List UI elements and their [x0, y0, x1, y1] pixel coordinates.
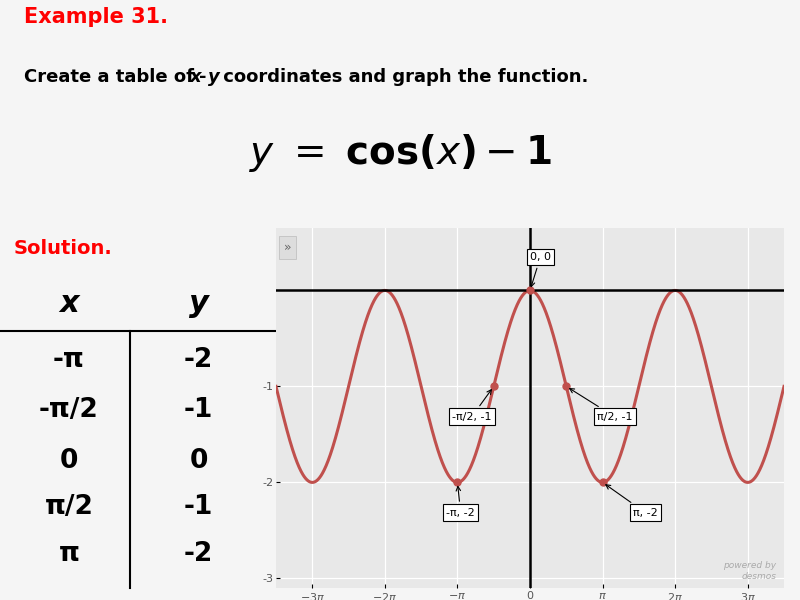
Text: π/2: π/2: [45, 494, 94, 520]
Text: -π/2, -1: -π/2, -1: [452, 389, 491, 422]
Text: Create a table of: Create a table of: [24, 68, 200, 86]
Text: 0: 0: [60, 448, 78, 473]
Text: coordinates and graph the function.: coordinates and graph the function.: [218, 68, 589, 86]
Text: 0, 0: 0, 0: [530, 252, 551, 287]
Text: -π, -2: -π, -2: [446, 487, 475, 518]
Text: -2: -2: [184, 541, 214, 567]
Text: π, -2: π, -2: [606, 485, 658, 518]
Text: -2: -2: [184, 347, 214, 373]
Text: $\mathit{y}\ =\ \mathbf{cos(}\mathit{x}\mathbf{)}-\mathbf{1}$: $\mathit{y}\ =\ \mathbf{cos(}\mathit{x}\…: [249, 132, 551, 174]
Text: Solution.: Solution.: [14, 239, 113, 258]
Text: -π/2: -π/2: [39, 397, 99, 423]
Text: Example 31.: Example 31.: [24, 7, 168, 27]
Text: »: »: [284, 241, 291, 254]
Text: powered by
desmos: powered by desmos: [723, 562, 776, 581]
Text: x: x: [59, 289, 79, 318]
Text: -π: -π: [53, 347, 85, 373]
Text: -1: -1: [184, 397, 214, 423]
Text: y: y: [189, 289, 209, 318]
Text: 0: 0: [190, 448, 208, 473]
Text: π: π: [58, 541, 79, 567]
Text: x: x: [190, 68, 202, 86]
Text: π/2, -1: π/2, -1: [570, 389, 632, 422]
Text: -1: -1: [184, 494, 214, 520]
Text: -: -: [199, 68, 206, 86]
Text: y: y: [208, 68, 220, 86]
